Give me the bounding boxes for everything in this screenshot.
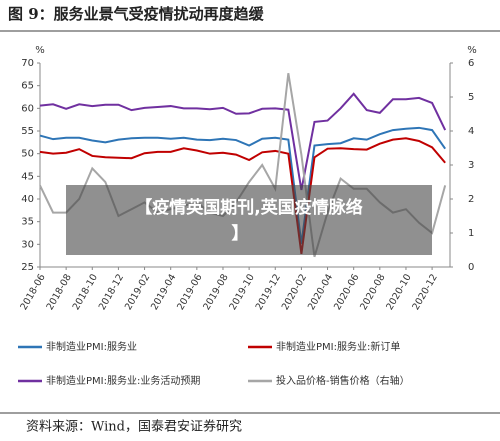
y-tick-label: 70 xyxy=(21,58,34,69)
overlay-text: 】 xyxy=(232,223,249,244)
y-tick-label: 65 xyxy=(21,81,34,92)
x-tick-label: 2020-02 xyxy=(280,272,309,312)
y-tick-label: 25 xyxy=(21,262,34,273)
y2-tick-label: 5 xyxy=(468,92,474,103)
x-tick-label: 2020-06 xyxy=(332,272,361,312)
x-tick-label: 2019-02 xyxy=(123,272,152,312)
chart-title: 图 9：服务业景气受疫情扰动再度趋缓 xyxy=(8,5,265,23)
y2-tick-label: 6 xyxy=(468,58,474,69)
x-tick-label: 2019-08 xyxy=(201,272,230,312)
x-tick-label: 2019-12 xyxy=(254,272,283,312)
y2-tick-label: 1 xyxy=(468,228,474,239)
x-tick-label: 2020-04 xyxy=(306,272,335,312)
y2-tick-label: 4 xyxy=(468,126,474,137)
y2-tick-label: 2 xyxy=(468,194,474,205)
y2-tick-label: 0 xyxy=(468,262,474,273)
overlay-text: 【疫情英国期刊,英国疫情脉络 xyxy=(135,197,362,218)
x-tick-label: 2020-12 xyxy=(410,272,439,312)
y-tick-label: 55 xyxy=(21,126,34,137)
legend-label: 非制造业PMI:服务业:新订单 xyxy=(276,340,400,353)
source: 资料来源：Wind，国泰君安证券研究 xyxy=(26,419,242,435)
x-tick-label: 2020-08 xyxy=(358,272,387,312)
x-tick-label: 2020-10 xyxy=(384,272,413,312)
legend-label: 非制造业PMI:服务业 xyxy=(46,340,137,353)
x-tick-label: 2018-08 xyxy=(45,272,74,312)
series-line xyxy=(39,92,447,191)
x-tick-label: 2018-12 xyxy=(97,272,126,312)
y-tick-label: 45 xyxy=(21,171,34,182)
y2-unit: % xyxy=(467,45,477,56)
series-line xyxy=(39,126,446,245)
overlay-box xyxy=(66,185,432,255)
y-tick-label: 35 xyxy=(21,217,34,228)
y-tick-label: 60 xyxy=(21,103,34,114)
x-tick-label: 2018-06 xyxy=(18,272,47,312)
y2-tick-label: 3 xyxy=(468,160,474,171)
x-tick-label: 2019-04 xyxy=(149,272,178,312)
legend-label: 非制造业PMI:服务业:业务活动预期 xyxy=(46,374,200,387)
x-tick-label: 2018-10 xyxy=(71,272,100,312)
y-tick-label: 30 xyxy=(21,239,34,250)
y-unit: % xyxy=(35,45,45,56)
y-tick-label: 50 xyxy=(21,149,34,160)
x-tick-label: 2019-10 xyxy=(228,272,257,312)
x-tick-label: 2019-06 xyxy=(175,272,204,312)
legend-label: 投入品价格-销售价格（右轴） xyxy=(276,374,410,387)
series-line xyxy=(39,137,446,254)
y-tick-label: 40 xyxy=(21,194,34,205)
